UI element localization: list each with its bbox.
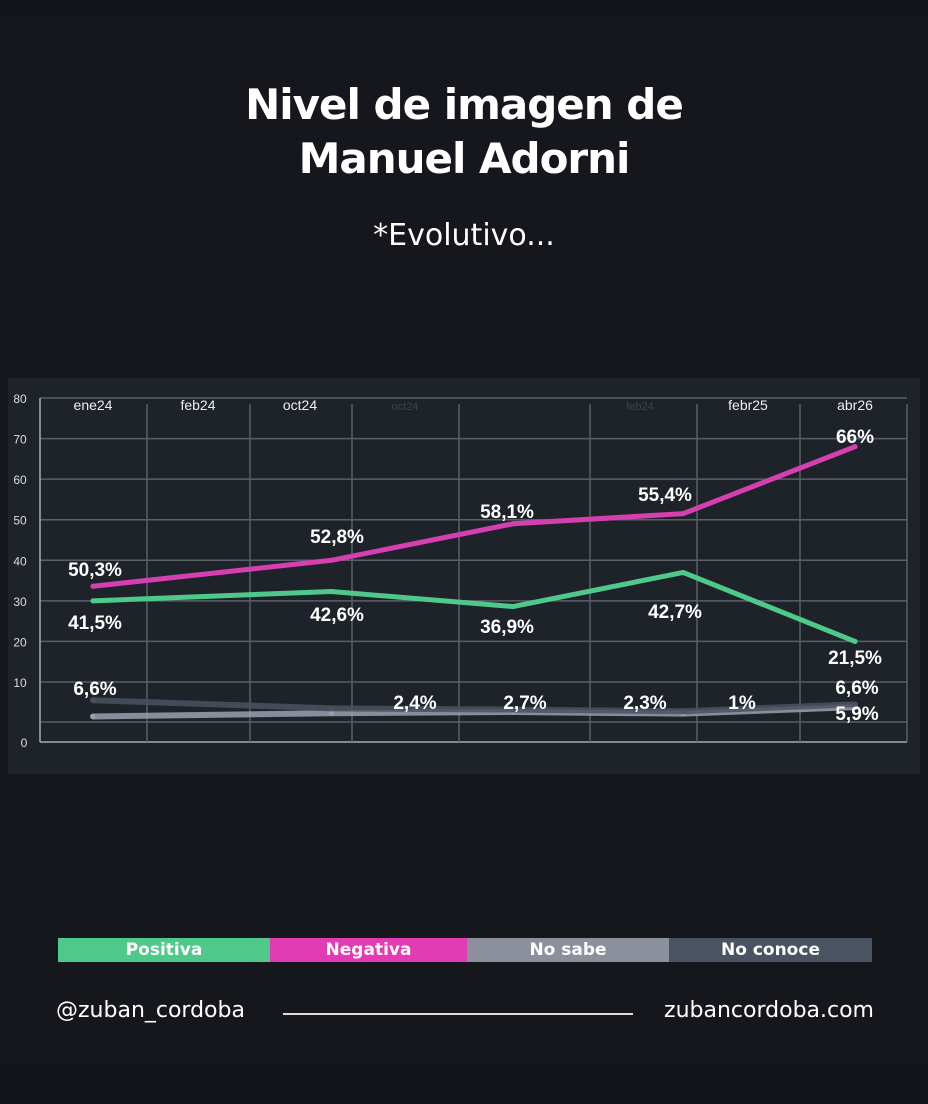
x-tick-label: oct24 — [392, 401, 419, 413]
data-label: 52,8% — [310, 527, 364, 548]
data-label: 6,6% — [835, 678, 878, 699]
website-link[interactable]: zubancordoba.com — [664, 998, 874, 1023]
data-point — [510, 604, 516, 610]
data-point — [680, 708, 686, 714]
data-point — [90, 583, 96, 589]
x-tick-label: feb24 — [626, 401, 654, 413]
title-line-1: Nivel de imagen de — [245, 80, 684, 129]
x-tick-label: feb24 — [180, 397, 215, 413]
subtitle: *Evolutivo... — [373, 218, 555, 253]
title-line-2: Manuel Adorni — [298, 134, 631, 183]
data-point — [852, 701, 858, 707]
x-tick-label: ene24 — [74, 397, 113, 413]
series-line-positiva — [90, 569, 858, 644]
data-point — [329, 705, 334, 711]
legend-negativa: Negativa — [270, 938, 467, 962]
data-point — [852, 444, 858, 450]
data-point — [680, 569, 686, 575]
legend-no-conoce: No conoce — [669, 938, 872, 962]
y-tick-label: 10 — [13, 676, 27, 690]
data-label: 2,7% — [503, 693, 546, 714]
data-point — [329, 557, 334, 563]
data-label: 1% — [728, 693, 756, 714]
series-line-negativa — [90, 444, 858, 589]
y-tick-label: 50 — [13, 514, 27, 528]
data-label: 50,3% — [68, 560, 122, 581]
footer-divider — [283, 1013, 633, 1015]
data-label: 41,5% — [68, 613, 122, 634]
data-label: 42,6% — [310, 605, 364, 626]
data-label: 2,3% — [623, 693, 666, 714]
x-tick-label: febr25 — [728, 397, 768, 413]
data-label: 36,9% — [480, 617, 534, 638]
y-tick-label: 20 — [13, 635, 27, 649]
data-point — [680, 511, 686, 517]
data-label: 66% — [836, 427, 874, 448]
legend-no-sabe: No sabe — [467, 938, 669, 962]
data-label: 6,6% — [73, 679, 116, 700]
data-point — [90, 713, 96, 719]
y-tick-label: 30 — [13, 595, 27, 609]
data-point — [90, 697, 96, 703]
x-tick-label: oct24 — [283, 397, 317, 413]
data-point — [510, 707, 516, 713]
data-label: 58,1% — [480, 502, 534, 523]
data-label: 2,4% — [393, 693, 436, 714]
y-tick-label: 70 — [13, 433, 27, 447]
data-point — [329, 710, 334, 716]
data-label: 55,4% — [638, 485, 692, 506]
data-point — [90, 598, 96, 604]
data-label: 21,5% — [828, 648, 882, 669]
y-tick-label: 40 — [13, 554, 27, 568]
y-tick-label: 0 — [21, 736, 28, 750]
legend-positiva: Positiva — [58, 938, 270, 962]
data-point — [329, 589, 334, 595]
data-point — [852, 638, 858, 644]
data-label: 5,9% — [835, 704, 878, 725]
data-point — [510, 521, 516, 527]
y-tick-label: 80 — [13, 392, 27, 406]
data-label: 42,7% — [648, 602, 702, 623]
y-tick-label: 60 — [13, 473, 27, 487]
legend: Positiva Negativa No sabe No conoce — [58, 938, 872, 962]
social-handle: @zuban_cordoba — [56, 998, 245, 1023]
x-tick-label: abr26 — [837, 397, 873, 413]
